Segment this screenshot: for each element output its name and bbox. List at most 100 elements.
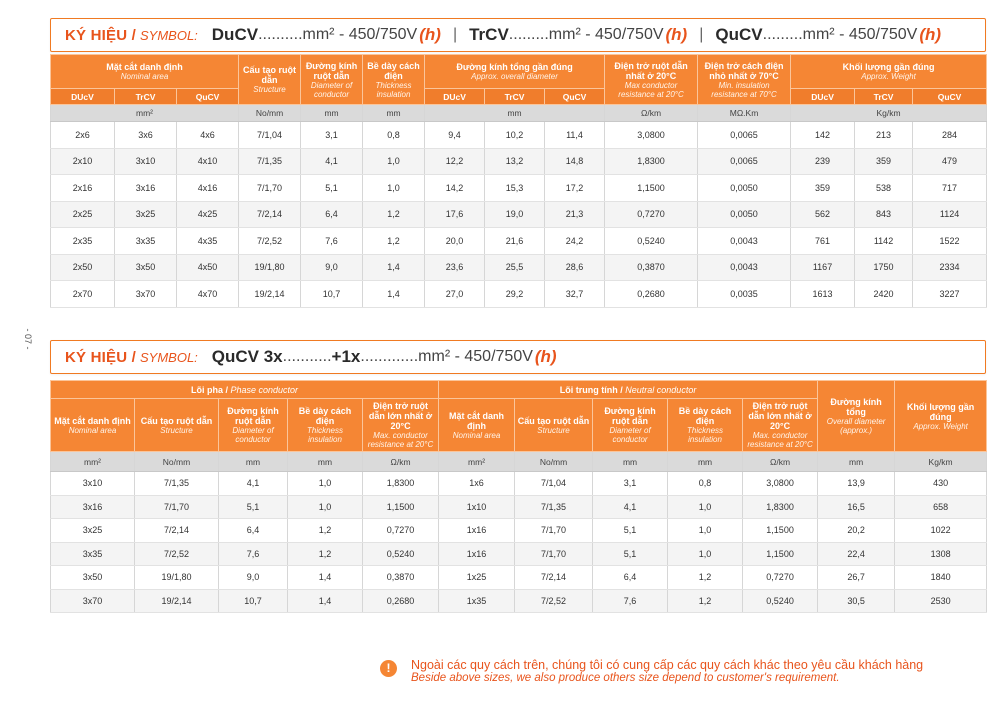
spec-trcv: .........mm² - 450/750V xyxy=(508,26,664,43)
table-cell: 7/1,35 xyxy=(514,495,594,519)
table-cell: 6,4 xyxy=(300,201,364,228)
table-row: 2x70 3x70 4x70 19/2,14 10,7 1,4 27,0 29,2 32,7 0,… xyxy=(50,280,988,308)
table-cell: 21,6 xyxy=(484,227,546,255)
header-phase-conductor: Lõi pha / Phase conductor xyxy=(49,380,440,399)
section-ducv-trcv-qucv: KÝ HIỆU / SYMBOL: DuCV ..........mm² - 4… xyxy=(49,18,988,308)
table-cell: 15,3 xyxy=(484,174,546,202)
table-cell: 1124 xyxy=(912,201,988,228)
h-qucv: (h) xyxy=(919,25,942,44)
unit-cell: Ω/km xyxy=(362,451,440,472)
table-cell: 1,1500 xyxy=(362,495,440,519)
table-cell: 142 xyxy=(790,121,856,149)
table-cell: 3x10 xyxy=(114,148,177,175)
table-cell: 1,0 xyxy=(362,174,426,202)
table-cell: 2334 xyxy=(912,254,988,281)
table-row: 3x10 7/1,35 4,1 1,0 1,8300 1x6 7/1,04 3,1 0,8 3,0… xyxy=(50,471,988,496)
table-cell: 4x16 xyxy=(176,174,240,202)
spec-dots: ........... xyxy=(282,348,332,365)
table-cell: 7/2,14 xyxy=(514,565,594,590)
header-nominal-area: Mặt cắt danh định Nominal area xyxy=(50,398,135,452)
table-row: 2x6 3x6 4x6 7/1,04 3,1 0,8 9,4 10,2 11,4 3,0800 0,… xyxy=(50,121,988,149)
table-cell: 19/1,80 xyxy=(238,254,302,281)
unit-cell: No/mm xyxy=(134,451,219,472)
table-cell: 7,6 xyxy=(218,542,288,566)
table-cell: 1,4 xyxy=(362,280,426,308)
table-cell: 0,3870 xyxy=(604,254,699,281)
table-row: 3x16 7/1,70 5,1 1,0 1,1500 1x10 7/1,35 4,1 1,0 1,… xyxy=(50,495,988,519)
h-trcv: (h) xyxy=(665,25,688,44)
table-cell: 23,6 xyxy=(424,254,486,281)
table-cell: 3x6 xyxy=(114,121,177,149)
table-cell: 538 xyxy=(854,174,914,202)
units-row: mm² No/mm mm mm mm Ω/km MΩ.Km Kg/km xyxy=(49,104,988,122)
header-overall-diameter: Đường kính tổng gần đúng Approx. overall … xyxy=(424,54,606,89)
table-cell: 4x25 xyxy=(176,201,240,228)
table-cell: 430 xyxy=(894,471,988,496)
table-cell: 3,1 xyxy=(592,471,669,496)
unit-cell: Ω/km xyxy=(742,451,819,472)
separator: | xyxy=(452,26,458,43)
table-cell: 14,8 xyxy=(544,148,606,175)
table-cell: 5,1 xyxy=(300,174,364,202)
table-cell: 1,0 xyxy=(667,542,744,566)
subheader-qucv: QuCV xyxy=(175,88,240,105)
table-cell: 479 xyxy=(912,148,988,175)
note-vietnamese: Ngoài các quy cách trên, chúng tôi có cu… xyxy=(411,658,924,672)
separator: | xyxy=(699,26,704,43)
table-cell: 2x70 xyxy=(50,280,115,308)
table-cell: 17,6 xyxy=(424,201,486,228)
table-cell: 1,1500 xyxy=(604,174,699,202)
table-cell: 3x35 xyxy=(114,227,177,255)
table-cell: 1022 xyxy=(894,518,988,543)
table-cell: 284 xyxy=(912,121,988,149)
unit-cell: mm² xyxy=(50,451,135,472)
table-cell: 2x16 xyxy=(50,174,115,202)
header-max-resistance: Điện trở ruột dẫn lớn nhất ở 20°C Max. co… xyxy=(361,398,440,452)
table-row: 2x50 3x50 4x50 19/1,80 9,0 1,4 23,6 25,5 28,6 0,3… xyxy=(50,254,988,281)
table-cell: 7,6 xyxy=(300,227,364,255)
unit-cell: mm xyxy=(817,451,896,472)
table-cell: 1,2 xyxy=(362,227,426,255)
table-cell: 9,0 xyxy=(218,565,288,590)
table-cell: 11,4 xyxy=(544,121,606,149)
units-row: mm² No/mm mm mm Ω/km mm² No/mm mm mm Ω/k… xyxy=(50,451,988,472)
table-cell: 2530 xyxy=(894,589,988,613)
table-cell: 1,2 xyxy=(287,542,363,566)
subheader-trcv: TrCV xyxy=(854,88,914,105)
table-row: 3x70 19/2,14 10,7 1,4 0,2680 1x35 7/2,52 7,6 1,2… xyxy=(50,589,988,613)
table-cell: 1840 xyxy=(894,565,988,590)
table-cell: 14,2 xyxy=(424,174,486,202)
table-cell: 0,0043 xyxy=(697,254,792,281)
table-cell: 4,1 xyxy=(218,471,288,496)
table-cell: 1167 xyxy=(790,254,856,281)
unit-cell: mm xyxy=(218,451,288,472)
table-cell: 3227 xyxy=(912,280,988,308)
table-cell: 30,5 xyxy=(817,589,896,613)
page-number: - 07 - xyxy=(23,328,33,350)
table-cell: 0,5240 xyxy=(604,227,699,255)
table-cell: 4,1 xyxy=(300,148,364,175)
table-cell: 7/2,14 xyxy=(238,201,302,228)
unit-cell: mm xyxy=(424,104,606,122)
table-cell: 1,2 xyxy=(362,201,426,228)
code-ducv: DuCV xyxy=(211,25,259,44)
table-cell: 19/1,80 xyxy=(134,565,219,590)
header-overall-diameter: Đường kính tổng Overall diameter (approx.… xyxy=(817,380,896,452)
table-cell: 7/1,04 xyxy=(238,121,302,149)
ky-hieu-label: KÝ HIỆU / xyxy=(65,26,136,44)
table-cell: 3,0800 xyxy=(742,471,819,496)
table-cell: 7/1,70 xyxy=(514,518,594,543)
table-cell: 27,0 xyxy=(424,280,486,308)
header-neutral-resistance: Điện trở ruột dẫn lớn nhất ở 20°C Max. co… xyxy=(742,398,819,452)
header-thickness: Bề dày cách điện Thickness insulation xyxy=(287,398,363,452)
table-cell: 2x10 xyxy=(50,148,115,175)
spec-ducv: ..........mm² - 450/750V xyxy=(258,26,418,43)
table-cell: 0,0043 xyxy=(697,227,792,255)
spec-table-1: Mặt cắt danh định Nominal area Cấu tạo ru… xyxy=(49,54,988,308)
table-cell: 2420 xyxy=(854,280,914,308)
table-cell: 0,2680 xyxy=(362,589,440,613)
spec-qucv: .........mm² - 450/750V xyxy=(762,26,918,43)
symbol-title-bar: KÝ HIỆU / SYMBOL: QuCV 3x ........... +1… xyxy=(50,340,986,374)
table-cell: 4,1 xyxy=(592,495,669,519)
unit-cell: mm xyxy=(300,104,364,122)
